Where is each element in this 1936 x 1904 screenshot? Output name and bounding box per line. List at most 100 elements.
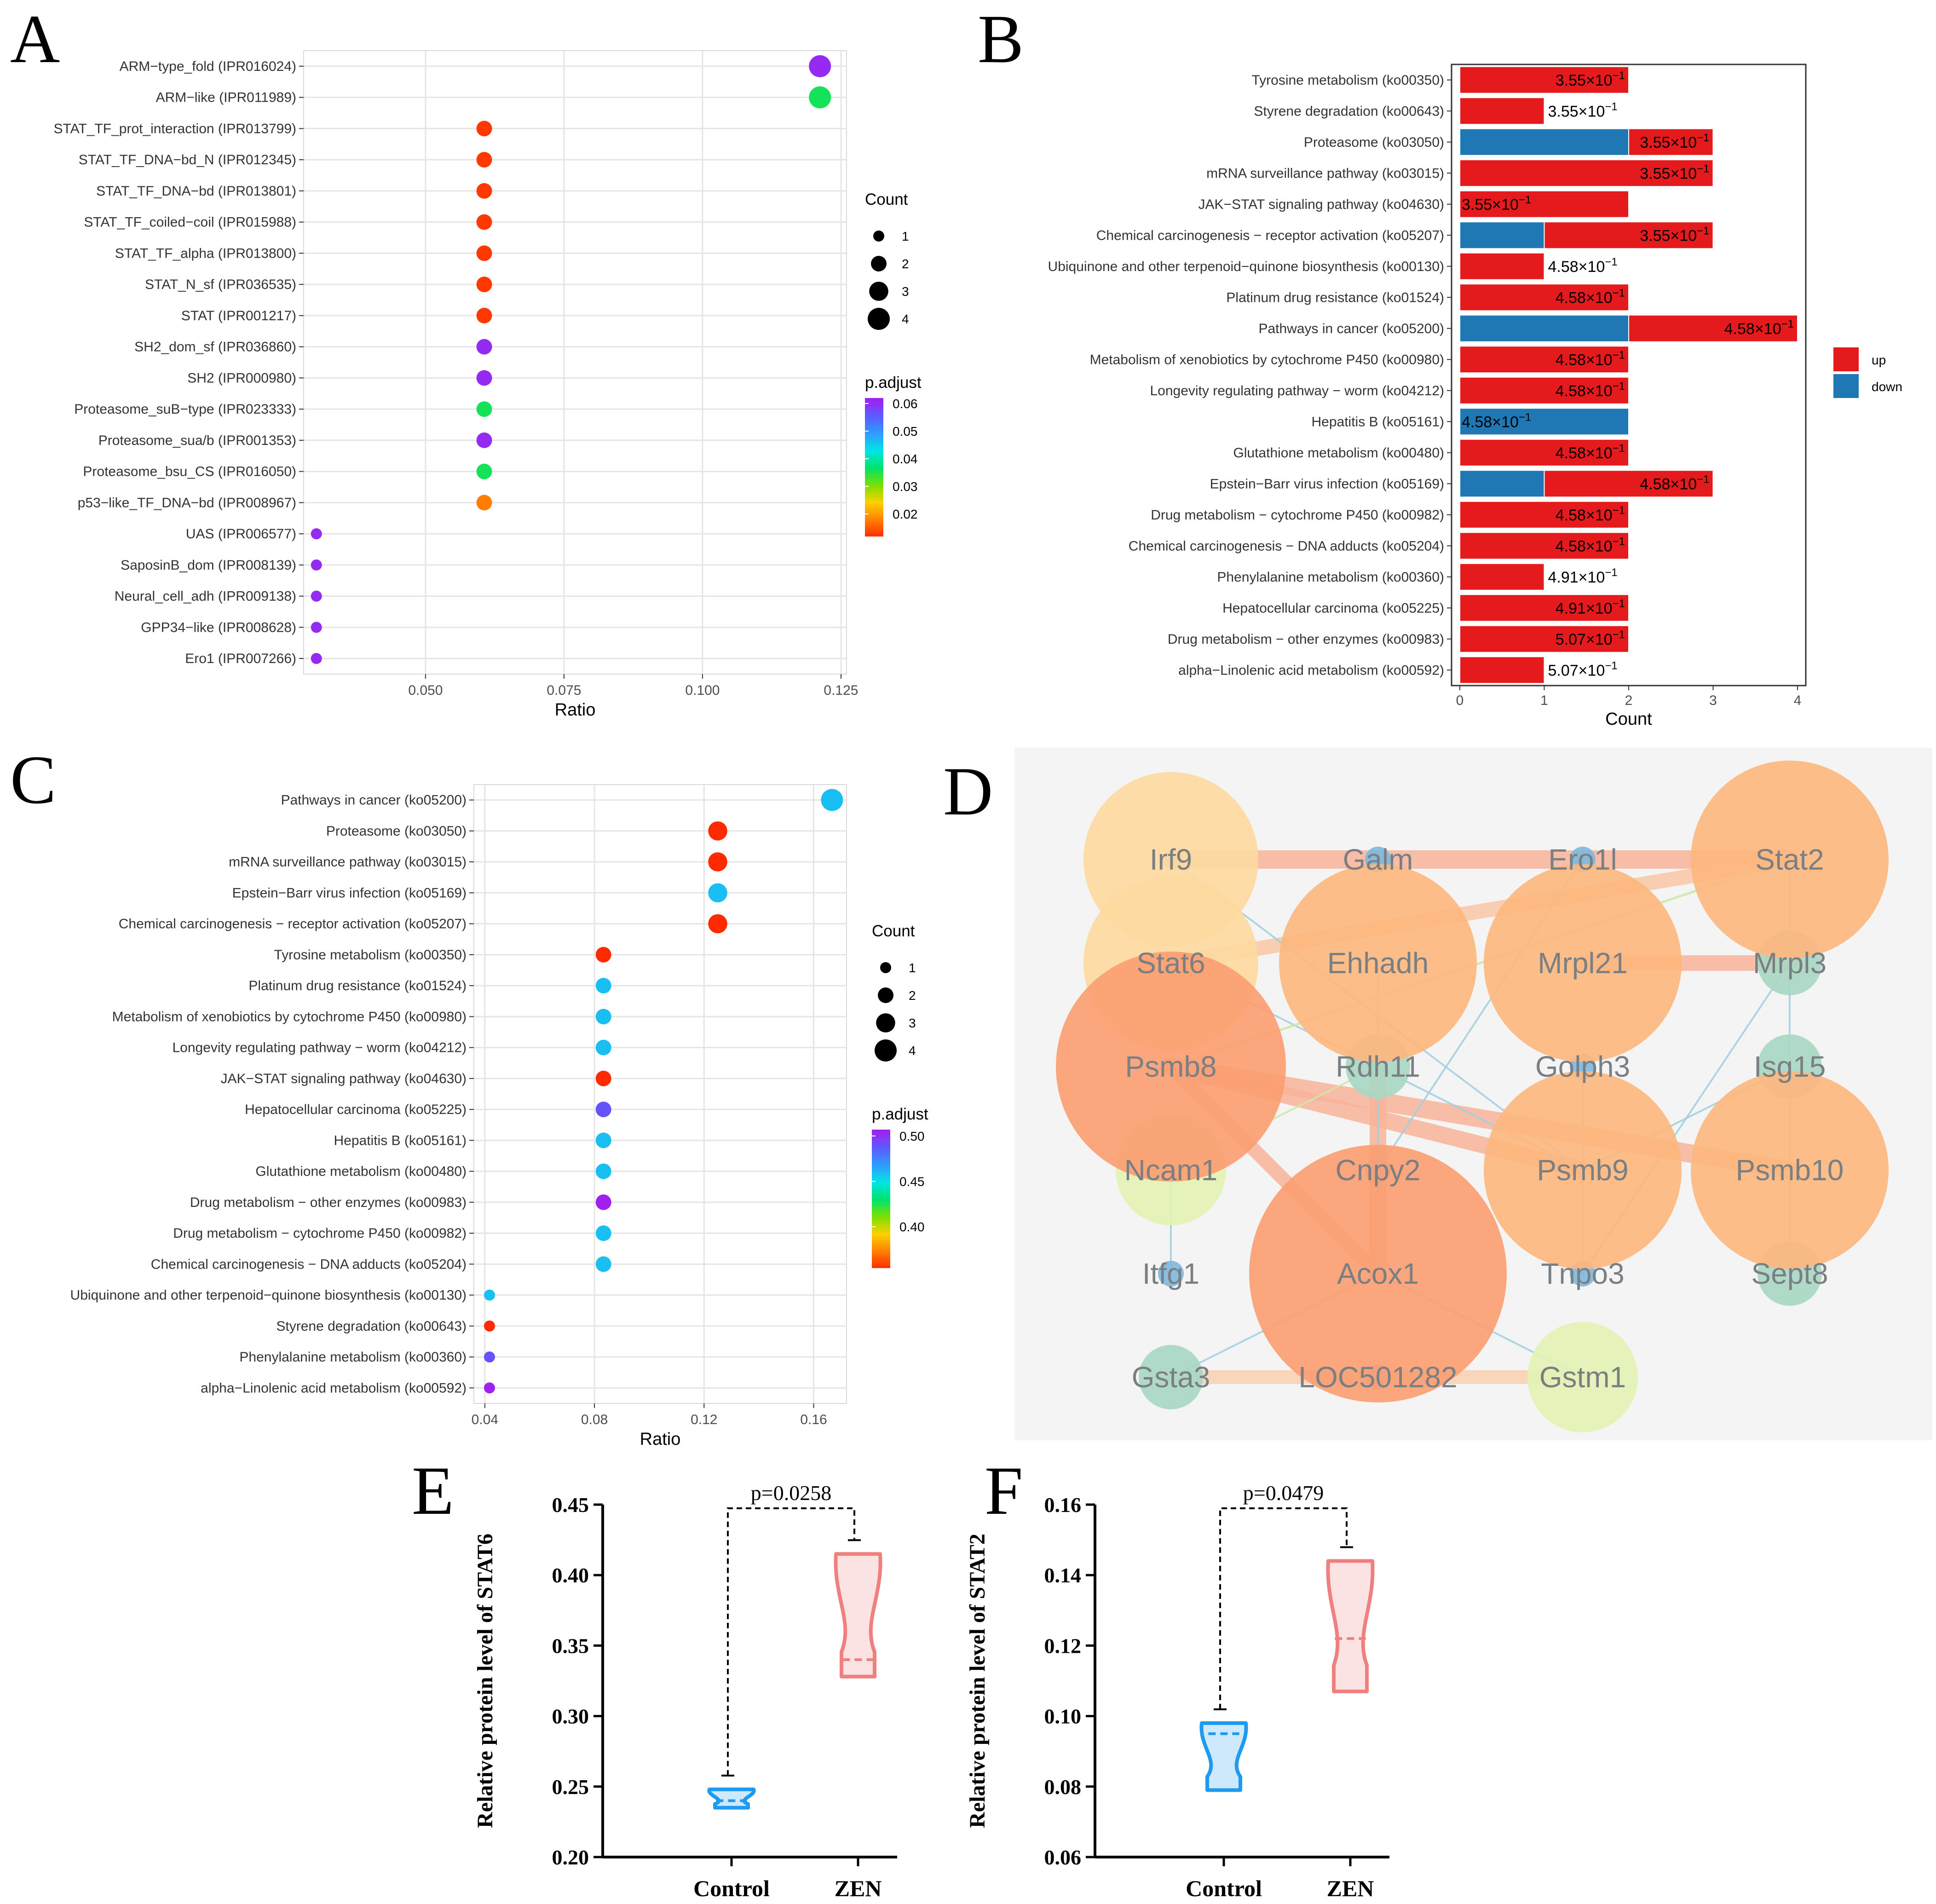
legend-label: down: [1872, 380, 1902, 394]
color-legend-step: [865, 453, 883, 456]
term-label: STAT_TF_alpha (IPR013800): [115, 246, 296, 261]
color-legend-step: [865, 405, 883, 408]
network-node-label: Mrpl3: [1753, 946, 1827, 980]
color-legend-step: [865, 449, 883, 451]
network-node: [1691, 761, 1889, 958]
color-legend-step: [872, 1242, 890, 1245]
network-node: [1691, 1071, 1889, 1269]
bar-value-label: 3.55×10−1: [1548, 100, 1618, 120]
y-axis-title: Relative protein level of STAT2: [965, 1534, 990, 1828]
plot-area: [1451, 63, 1807, 687]
pathway-label: Proteasome (ko03050): [1304, 135, 1444, 150]
color-legend-step: [865, 531, 883, 534]
color-legend-step: [872, 1153, 890, 1155]
term-label: Drug metabolism − cytochrome P450 (ko009…: [173, 1226, 467, 1241]
color-legend-step: [872, 1199, 890, 1201]
bar-value-label: 3.55×10−1: [1556, 69, 1625, 89]
dot-point: [595, 1070, 611, 1086]
network-node-label: Tnpo3: [1541, 1257, 1624, 1290]
violin-body: [1199, 1721, 1248, 1792]
color-legend-step: [865, 495, 883, 497]
term-label: Pathways in cancer (ko05200): [281, 793, 467, 808]
size-legend-label: 4: [902, 312, 909, 326]
panel-label-b: B: [978, 1, 1024, 77]
color-legend-step: [865, 407, 883, 410]
network-node-label: Stat2: [1755, 843, 1824, 876]
color-legend-step: [865, 504, 883, 507]
dot-point: [484, 1320, 495, 1332]
x-tick-label: ZEN: [835, 1875, 882, 1901]
color-legend-step: [872, 1176, 890, 1178]
x-axis-title: Count: [1605, 710, 1652, 729]
network-node-label: Psmb8: [1125, 1050, 1216, 1083]
network-node-label: Rdh11: [1336, 1050, 1420, 1083]
color-legend-step: [872, 1231, 890, 1234]
color-legend-label: 0.04: [893, 452, 918, 466]
color-legend-step: [865, 527, 883, 530]
panel-d-network: Irf9 Galm Ero1l Stat2 Stat6 Ehhadh Mrpl21 Mrpl3…: [1014, 748, 1932, 1440]
color-legend-label: 0.40: [899, 1220, 925, 1234]
network-node-label: Golph3: [1535, 1050, 1630, 1083]
color-legend-step: [872, 1258, 890, 1261]
color-legend-step: [872, 1254, 890, 1257]
x-tick-label: 0.125: [824, 683, 858, 698]
legend-swatch: [1833, 347, 1859, 371]
color-legend-step: [865, 433, 883, 435]
size-legend-dot: [880, 962, 891, 973]
size-legend-title: Count: [865, 190, 908, 208]
term-label: Platinum drug resistance (ko01524): [248, 978, 467, 993]
pathway-label: Glutathione metabolism (ko00480): [1233, 445, 1444, 461]
color-legend-step: [872, 1219, 890, 1222]
network-node-label: Stat6: [1136, 946, 1205, 980]
term-label: Chemical carcinogenesis − receptor activ…: [119, 917, 467, 932]
pathway-label: Chemical carcinogenesis − DNA adducts (k…: [1129, 538, 1444, 554]
dot-point: [484, 1289, 495, 1301]
term-label: Proteasome (ko03050): [326, 824, 467, 839]
color-legend-label: 0.45: [899, 1175, 925, 1189]
color-legend-step: [865, 398, 883, 401]
term-label: Proteasome_suB−type (IPR023333): [74, 402, 296, 417]
term-label: mRNA surveillance pathway (ko03015): [229, 854, 467, 870]
y-tick-label: 0.08: [1044, 1775, 1082, 1799]
violin-body: [707, 1787, 756, 1810]
dot-point: [476, 307, 492, 323]
color-legend-step: [865, 414, 883, 417]
color-legend-step: [865, 522, 883, 525]
panel-e-violin: 0.20 0.25 0.30 0.35 0.40 0.45 Control ZEN p=0.02…: [473, 1481, 897, 1901]
term-label: Hepatocellular carcinoma (ko05225): [245, 1102, 467, 1117]
term-label: Styrene degradation (ko00643): [276, 1319, 467, 1334]
term-label: Proteasome_sua/b (IPR001353): [98, 433, 296, 448]
bar-up: [1459, 625, 1629, 653]
color-legend-step: [865, 479, 883, 481]
term-label: STAT_TF_DNA−bd (IPR013801): [96, 184, 296, 199]
y-tick-label: 0.10: [1044, 1705, 1082, 1728]
network-node-label: Psmb9: [1537, 1154, 1628, 1187]
color-legend-step: [865, 442, 883, 444]
bar-up: [1459, 159, 1714, 187]
bar-down: [1459, 221, 1545, 249]
panel-label-f: F: [985, 1453, 1023, 1529]
bar-value-label: 4.58×10−1: [1640, 473, 1709, 493]
pathway-label: JAK−STAT signaling pathway (ko04630): [1198, 197, 1444, 212]
color-legend-step: [865, 506, 883, 509]
term-label: Epstein−Barr virus infection (ko05169): [232, 885, 467, 900]
pathway-label: Hepatitis B (ko05161): [1312, 414, 1445, 429]
color-legend-step: [865, 518, 883, 520]
color-legend-step: [865, 412, 883, 415]
x-tick-label: 0.050: [408, 683, 443, 698]
color-legend-step: [872, 1252, 890, 1254]
term-label: Chemical carcinogenesis − DNA adducts (k…: [151, 1257, 467, 1272]
color-legend-step: [865, 435, 883, 438]
network-node-label: Acox1: [1337, 1257, 1419, 1290]
network-node-label: Gsta3: [1132, 1361, 1210, 1394]
size-legend-dot: [869, 282, 888, 301]
x-tick-label: 0.075: [547, 683, 581, 698]
dot-point: [476, 245, 492, 261]
dot-point: [595, 1132, 611, 1148]
dot-point: [809, 86, 831, 109]
color-legend-step: [872, 1201, 890, 1204]
pathway-label: Platinum drug resistance (ko01524): [1226, 290, 1444, 305]
color-legend-step: [872, 1196, 890, 1199]
panel-label-a: A: [10, 1, 60, 77]
x-tick-label: ZEN: [1327, 1875, 1374, 1901]
